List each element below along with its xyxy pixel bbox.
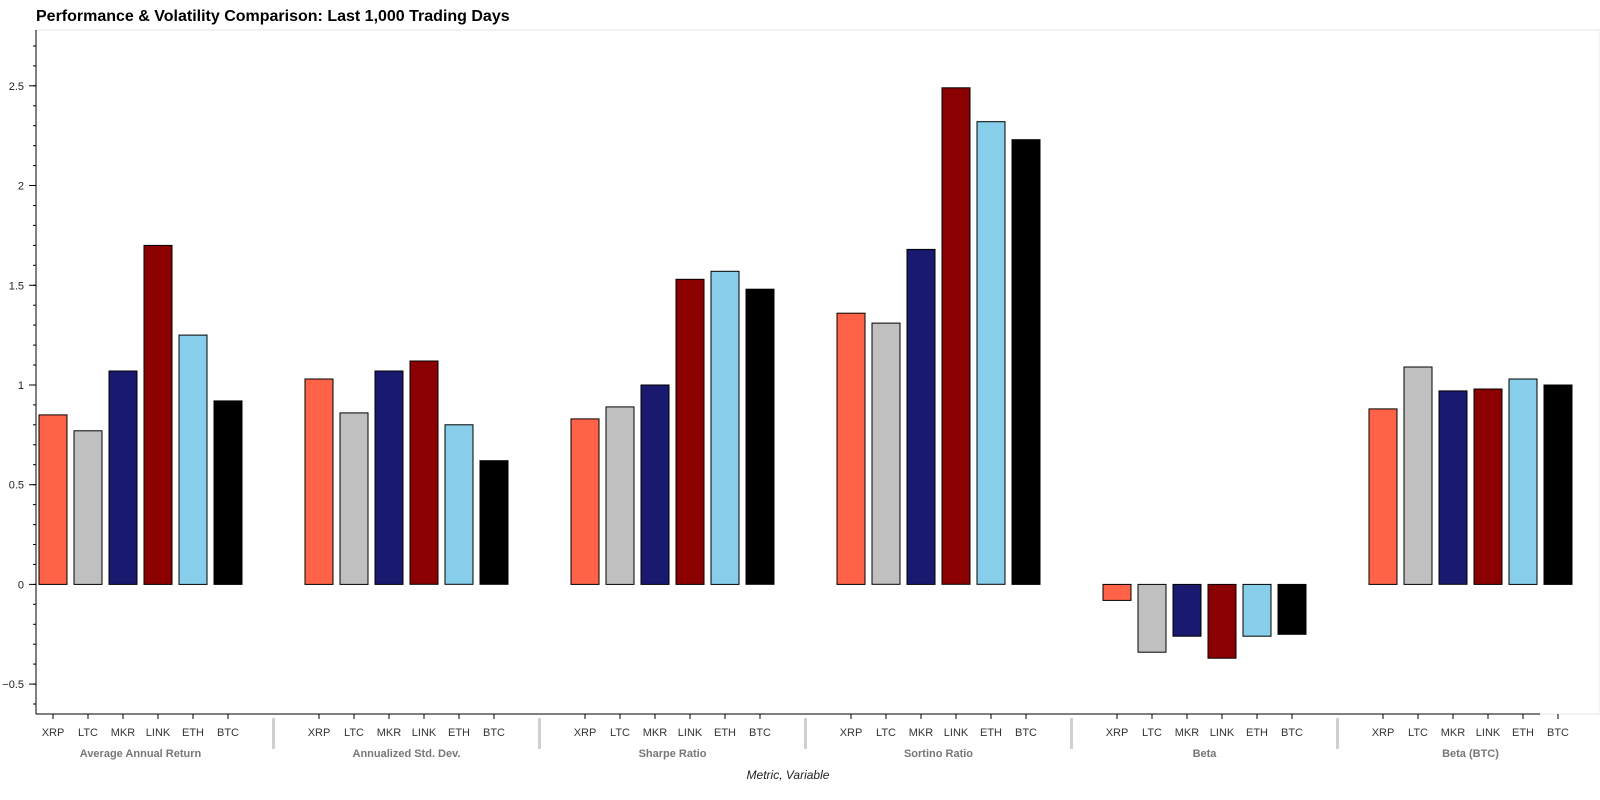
group-label: Average Annual Return <box>80 748 202 760</box>
x-tick-label: LTC <box>1408 727 1428 739</box>
x-tick-label: BTC <box>217 727 239 739</box>
bar-link-group-4 <box>941 87 971 585</box>
x-tick-label: LINK <box>146 727 171 739</box>
x-tick-label: ETH <box>1246 727 1268 739</box>
x-axis: XRP LTC MKR LINK ETH BTC XRP LTC MKR LINK ETH BTC XR… <box>36 713 1569 760</box>
bar-xrp-group-5 <box>1102 583 1132 601</box>
bar-btc-group-2 <box>479 460 509 585</box>
x-tick-label: ETH <box>980 727 1002 739</box>
x-tick-label: LTC <box>610 727 630 739</box>
x-tick-label: LINK <box>1476 727 1501 739</box>
bar-mkr-group-6 <box>1438 390 1468 585</box>
bar-eth-group-6 <box>1508 378 1538 585</box>
x-tick-label: MKR <box>1441 727 1466 739</box>
y-tick-label: 0.5 <box>9 480 24 492</box>
x-tick-label: ETH <box>182 727 204 739</box>
bar-ltc-group-1 <box>73 430 103 585</box>
x-tick-label: ETH <box>448 727 470 739</box>
bar-ltc-group-6 <box>1403 366 1433 585</box>
y-tick-label: 0 <box>18 579 24 591</box>
x-tick-label: LINK <box>412 727 437 739</box>
x-tick-label: MKR <box>111 727 136 739</box>
x-tick-label: BTC <box>483 727 505 739</box>
bar-mkr-group-5 <box>1172 583 1202 637</box>
bar-link-group-5 <box>1207 583 1237 659</box>
x-tick-label: MKR <box>909 727 934 739</box>
x-tick-label: XRP <box>42 727 65 739</box>
bar-eth-group-5 <box>1242 583 1272 637</box>
x-tick-label: LINK <box>1210 727 1235 739</box>
x-tick-label: LTC <box>344 727 364 739</box>
group-label: Beta <box>1193 748 1218 760</box>
bar-link-group-2 <box>409 360 439 585</box>
bar-ltc-group-4 <box>871 322 901 585</box>
x-tick-label: LTC <box>1142 727 1162 739</box>
bar-btc-group-4 <box>1011 139 1041 585</box>
chart-title: Performance & Volatility Comparison: Las… <box>36 8 510 25</box>
x-tick-label: XRP <box>1106 727 1129 739</box>
y-tick-label: 1.5 <box>9 280 24 292</box>
bar-btc-group-1 <box>213 400 243 585</box>
bar-eth-group-4 <box>976 121 1006 585</box>
group-label: Beta (BTC) <box>1442 748 1499 760</box>
x-tick-label: LTC <box>876 727 896 739</box>
x-tick-label: BTC <box>1547 727 1569 739</box>
x-tick-label: BTC <box>1281 727 1303 739</box>
x-tick-label: LINK <box>678 727 703 739</box>
y-tick-label: 2 <box>18 181 24 193</box>
bar-eth-group-2 <box>444 424 474 585</box>
bar-ltc-group-5 <box>1137 583 1167 653</box>
bar-link-group-6 <box>1473 388 1503 585</box>
bar-xrp-group-6 <box>1368 408 1398 585</box>
bar-btc-group-5 <box>1277 583 1307 635</box>
group-label: Annualized Std. Dev. <box>353 748 461 760</box>
bar-btc-group-6 <box>1543 384 1573 585</box>
bar-ltc-group-2 <box>339 412 369 585</box>
x-tick-label: ETH <box>714 727 736 739</box>
x-tick-label: MKR <box>643 727 668 739</box>
y-tick-label: 1 <box>18 380 24 392</box>
x-tick-label: LTC <box>78 727 98 739</box>
x-tick-label: XRP <box>308 727 331 739</box>
y-axis: −0.5 0 0.5 1 1.5 2 2.5 <box>2 30 37 714</box>
bar-xrp-group-1 <box>38 414 68 585</box>
x-tick-label: BTC <box>749 727 771 739</box>
x-tick-label: LINK <box>944 727 969 739</box>
bar-mkr-group-2 <box>374 370 404 585</box>
bar-mkr-group-4 <box>906 248 936 585</box>
bar-mkr-group-3 <box>640 384 670 585</box>
x-tick-label: XRP <box>1372 727 1395 739</box>
plot-area <box>35 29 1600 715</box>
bar-mkr-group-1 <box>108 370 138 585</box>
group-label: Sortino Ratio <box>904 748 973 760</box>
x-tick-label: XRP <box>840 727 863 739</box>
x-axis-title: Metric, Variable <box>747 768 830 782</box>
bars-layer <box>38 87 1573 659</box>
bar-eth-group-3 <box>710 270 740 585</box>
x-tick-label: MKR <box>377 727 402 739</box>
bar-xrp-group-4 <box>836 312 866 585</box>
bar-ltc-group-3 <box>605 406 635 585</box>
bar-eth-group-1 <box>178 334 208 585</box>
x-tick-label: BTC <box>1015 727 1037 739</box>
y-tick-label: −0.5 <box>2 679 24 691</box>
y-tick-label: 2.5 <box>9 81 24 93</box>
bar-xrp-group-2 <box>304 378 334 585</box>
group-label: Sharpe Ratio <box>639 748 707 760</box>
x-tick-label: MKR <box>1175 727 1200 739</box>
bar-btc-group-3 <box>745 288 775 585</box>
bar-link-group-3 <box>675 278 705 585</box>
x-tick-label: ETH <box>1512 727 1534 739</box>
bar-xrp-group-3 <box>570 418 600 585</box>
x-tick-label: XRP <box>574 727 597 739</box>
bar-link-group-1 <box>143 244 173 585</box>
